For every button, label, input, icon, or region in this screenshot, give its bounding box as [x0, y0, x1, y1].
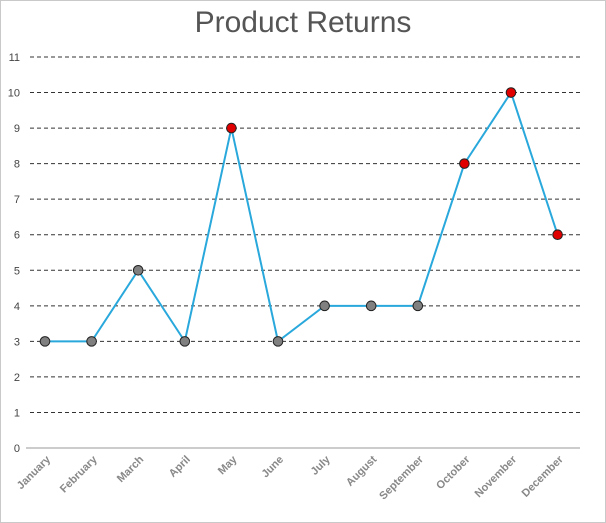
y-tick-label: 11 [9, 52, 20, 64]
data-point[interactable] [552, 229, 563, 241]
data-points [39, 87, 563, 347]
x-tick-label: April [167, 454, 193, 480]
x-tick-label: November [473, 453, 520, 500]
y-tick-label: 0 [14, 443, 20, 455]
data-point[interactable] [412, 300, 424, 312]
y-tick-label: 2 [14, 372, 20, 384]
y-tick-label: 5 [14, 265, 20, 277]
chart-title: Product Returns [194, 6, 412, 39]
data-point[interactable] [132, 264, 144, 276]
data-point[interactable] [365, 300, 377, 312]
x-tick-label: June [259, 454, 286, 481]
data-point[interactable] [319, 300, 330, 312]
x-tick-label: October [434, 453, 473, 492]
x-tick-label: December [520, 453, 567, 500]
x-tick-label: August [344, 453, 380, 489]
data-point[interactable] [179, 336, 191, 347]
x-tick-label: September [377, 453, 426, 502]
x-tick-label: February [58, 453, 100, 495]
x-tick-label: May [216, 453, 240, 477]
data-point[interactable] [459, 158, 470, 169]
y-tick-label: 1 [14, 407, 20, 419]
y-tick-label: 3 [14, 336, 20, 348]
y-tick-label: 4 [14, 301, 20, 313]
data-point[interactable] [39, 336, 51, 347]
y-axis-ticks: 0 1 2 3 4 5 6 7 8 9 10 11 [8, 52, 20, 455]
x-tick-label: July [309, 453, 334, 478]
y-tick-label: 7 [14, 194, 20, 206]
gridlines [30, 56, 580, 413]
y-tick-label: 9 [14, 123, 20, 135]
data-point[interactable] [226, 122, 237, 134]
x-tick-label: March [115, 453, 147, 485]
x-axis-ticks: January February March April May June July Augu… [15, 453, 566, 502]
y-tick-label: 10 [8, 88, 20, 100]
y-tick-label: 6 [14, 230, 20, 242]
data-point[interactable] [272, 336, 284, 347]
series-line [45, 90, 559, 344]
x-tick-label: January [15, 453, 54, 492]
y-tick-label: 8 [14, 159, 20, 171]
data-point[interactable] [505, 87, 517, 98]
series [45, 90, 559, 344]
data-point[interactable] [86, 336, 97, 347]
